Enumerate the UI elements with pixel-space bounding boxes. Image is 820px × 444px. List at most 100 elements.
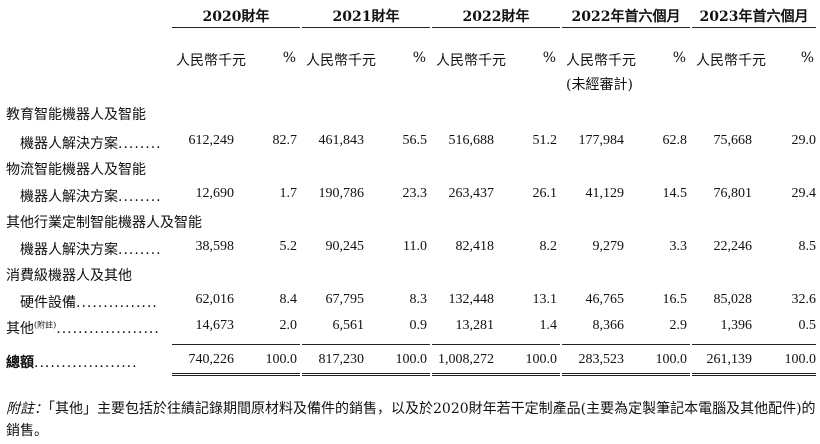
amount-cell: 740,226 (188, 352, 235, 367)
percent-cell: 100.0 (525, 352, 558, 367)
amount-cell: 8,366 (592, 318, 625, 333)
percent-cell: 1.7 (279, 186, 298, 201)
total-top-rule (302, 344, 430, 345)
footnote: 附註：「其他」主要包括於往績記錄期間原材料及備件的銷售，以及於2020財年若干定… (6, 398, 816, 442)
column-year-2022: 2022財年 (462, 9, 530, 25)
footnote-label: 附註： (6, 401, 48, 417)
amount-cell: 85,028 (713, 292, 753, 307)
unit-header: 人民幣千元 (436, 53, 506, 69)
amount-cell: 13,281 (455, 318, 495, 333)
header-rule (172, 27, 300, 28)
row-label-total: 總額................... (6, 355, 138, 371)
percent-cell: 11.0 (403, 239, 427, 254)
total-double-rule (562, 373, 690, 376)
row-label-education: 教育智能機器人及智能 (6, 107, 146, 123)
row-label-logistics: 物流智能機器人及智能 (6, 162, 146, 178)
percent-cell: 8.3 (409, 292, 428, 307)
row-label-consumer: 消費級機器人及其他 (6, 268, 132, 284)
unit-header: 人民幣千元 (566, 53, 636, 69)
percent-cell: 16.5 (662, 292, 688, 307)
percent-cell: 2.9 (669, 318, 688, 333)
unit-header: 人民幣千元 (306, 53, 376, 69)
percent-cell: 51.2 (532, 133, 558, 148)
row-label-logistics-line2: 機器人解決方案........ (20, 189, 162, 205)
amount-cell: 22,246 (713, 239, 753, 254)
amount-cell: 132,448 (448, 292, 495, 307)
percent-header: % (542, 50, 556, 66)
amount-cell: 9,279 (592, 239, 625, 254)
percent-cell: 62.8 (662, 133, 688, 148)
column-h1-2023: 2023年首六個月 (699, 9, 809, 25)
amount-cell: 14,673 (195, 318, 235, 333)
column-year-2021: 2021財年 (332, 9, 400, 25)
amount-cell: 190,786 (318, 186, 365, 201)
amount-cell: 76,801 (713, 186, 753, 201)
amount-cell: 1,008,272 (438, 352, 494, 367)
amount-cell: 261,139 (706, 352, 753, 367)
percent-cell: 0.9 (409, 318, 428, 333)
percent-cell: 0.5 (798, 318, 817, 333)
amount-cell: 461,843 (318, 133, 365, 148)
header-rule (562, 27, 690, 28)
percent-cell: 29.0 (791, 133, 817, 148)
amount-cell: 38,598 (195, 239, 235, 254)
percent-cell: 56.5 (402, 133, 428, 148)
row-label-consumer-line2: 硬件設備............... (20, 295, 158, 311)
total-double-rule (302, 373, 430, 376)
percent-cell: 100.0 (784, 352, 817, 367)
amount-cell: 612,249 (188, 133, 235, 148)
amount-cell: 41,129 (585, 186, 625, 201)
total-top-rule (172, 344, 300, 345)
percent-cell: 3.3 (669, 239, 688, 254)
percent-cell: 8.4 (279, 292, 298, 307)
total-top-rule (432, 344, 560, 345)
amount-cell: 90,245 (325, 239, 365, 254)
row-label-other-industry: 其他行業定制智能機器人及智能 (6, 215, 202, 231)
row-label-others: 其他(附註)................... (6, 320, 160, 337)
percent-cell: 100.0 (395, 352, 428, 367)
unit-header: 人民幣千元 (696, 53, 766, 69)
percent-cell: 26.1 (532, 186, 558, 201)
amount-cell: 283,523 (578, 352, 625, 367)
percent-cell: 100.0 (265, 352, 298, 367)
footnote-text: 「其他」主要包括於往績記錄期間原材料及備件的銷售，以及於2020財年若干定制產品… (6, 401, 816, 439)
total-top-rule (692, 344, 816, 345)
row-label-other-industry-line2: 機器人解決方案........ (20, 242, 162, 258)
amount-cell: 67,795 (325, 292, 365, 307)
amount-cell: 12,690 (195, 186, 235, 201)
percent-cell: 23.3 (402, 186, 428, 201)
header-rule (432, 27, 560, 28)
percent-cell: 5.2 (279, 239, 298, 254)
percent-header: % (282, 50, 296, 66)
unaudited-label: (未經審計) (566, 77, 633, 93)
total-top-rule (562, 344, 690, 345)
amount-cell: 82,418 (455, 239, 495, 254)
column-h1-2022: 2022年首六個月 (571, 9, 681, 25)
percent-header: % (672, 50, 686, 66)
percent-cell: 1.4 (539, 318, 558, 333)
amount-cell: 516,688 (448, 133, 495, 148)
percent-cell: 2.0 (279, 318, 298, 333)
percent-cell: 8.2 (539, 239, 558, 254)
amount-cell: 46,765 (585, 292, 625, 307)
amount-cell: 6,561 (332, 318, 365, 333)
amount-cell: 817,230 (318, 352, 365, 367)
total-double-rule (432, 373, 560, 376)
amount-cell: 263,437 (448, 186, 495, 201)
total-double-rule (172, 373, 300, 376)
percent-cell: 13.1 (532, 292, 558, 307)
header-rule (302, 27, 430, 28)
amount-cell: 1,396 (720, 318, 753, 333)
percent-cell: 100.0 (655, 352, 688, 367)
amount-cell: 62,016 (195, 292, 235, 307)
column-year-2020: 2020財年 (202, 9, 270, 25)
percent-cell: 29.4 (791, 186, 817, 201)
amount-cell: 75,668 (713, 133, 753, 148)
amount-cell: 177,984 (578, 133, 625, 148)
percent-cell: 32.6 (791, 292, 817, 307)
percent-cell: 82.7 (272, 133, 298, 148)
total-double-rule (692, 373, 816, 376)
unit-header: 人民幣千元 (176, 53, 246, 69)
percent-header: % (412, 50, 426, 66)
header-rule (692, 27, 816, 28)
